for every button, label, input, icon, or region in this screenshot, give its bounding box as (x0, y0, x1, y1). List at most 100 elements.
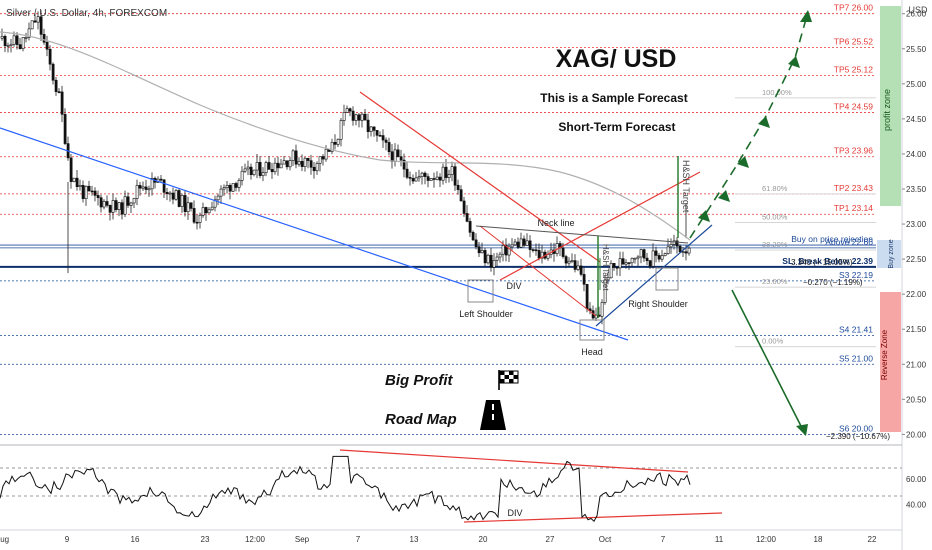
candle-body (603, 279, 607, 303)
candle-body (126, 196, 130, 206)
candle-body (657, 255, 661, 260)
candle-body (405, 168, 409, 178)
candle-body (246, 166, 250, 170)
candle-body (606, 277, 610, 281)
price-tick-label: 23.50 (906, 185, 927, 194)
candle-body (573, 260, 577, 270)
candle-body (9, 43, 13, 46)
profit-zone-label: profit zone (882, 89, 892, 131)
price-divergence-label: DIV (506, 281, 521, 291)
time-tick-label: 18 (814, 535, 823, 544)
candle-body (24, 37, 28, 39)
candle-body (399, 156, 403, 161)
candle-body (276, 162, 280, 169)
projection-arrowhead-top (800, 10, 812, 22)
candle-body (306, 157, 310, 161)
level-label: TP7 26.00 (834, 3, 873, 13)
candle-body (564, 256, 568, 264)
candle-body (132, 198, 136, 204)
candle-body (582, 274, 586, 285)
candle-body (501, 245, 505, 255)
candle-body (624, 262, 628, 265)
candle-body (483, 250, 487, 264)
candle-body (369, 126, 373, 132)
candle-body (198, 214, 202, 223)
rsi-axis: 60.00 40.00 (906, 475, 927, 509)
candle-body (195, 221, 199, 224)
candle-body (585, 283, 589, 310)
buy-zone-band (877, 240, 901, 268)
measure-down-label: −2.390 (−10.67%) (826, 432, 890, 441)
candle-body (393, 149, 397, 162)
candle-body (111, 200, 115, 213)
candle-body (129, 202, 133, 206)
candle-body (54, 79, 58, 92)
drawings-layer (0, 10, 812, 436)
road-map-label: Road Map (385, 411, 457, 428)
candle-body (366, 119, 370, 132)
level-label: TP5 25.12 (834, 64, 873, 74)
candle-body (687, 247, 691, 254)
candle-body (180, 195, 184, 207)
candle-body (189, 202, 193, 209)
candle-body (498, 253, 502, 258)
candle-body (414, 177, 418, 182)
candle-body (291, 150, 295, 161)
candle-body (135, 185, 139, 199)
candle-body (324, 148, 328, 160)
currency-label: USD (908, 5, 928, 15)
candle-body (69, 157, 73, 182)
candle-body (201, 207, 205, 216)
levels-layer: TP7 26.00 TP6 25.52 TP5 25.12 TP4 24.59 TP3 … (0, 3, 876, 435)
hs-target-label: H&SH Target (681, 160, 691, 213)
reverse-zone-label: Reverse Zone (880, 329, 889, 380)
candle-body (183, 195, 187, 213)
price-tick-label: 23.00 (906, 220, 927, 229)
candle-body (525, 240, 529, 246)
fib-label: 61.80% (762, 184, 788, 193)
candle-body (57, 91, 61, 93)
level-label: TP3 23.96 (834, 146, 873, 156)
candle-body (408, 177, 412, 179)
candle-body (456, 184, 460, 190)
candle-body (27, 28, 31, 38)
candle-body (261, 172, 265, 176)
time-tick-label: Oct (599, 535, 612, 544)
candle-body (426, 176, 430, 181)
candle-body (315, 163, 319, 172)
rsi-pane (0, 449, 902, 523)
candle-body (492, 260, 496, 268)
candle-body (144, 186, 148, 190)
time-tick-label: Aug (0, 535, 9, 544)
candle-body (375, 130, 379, 136)
time-tick-label: 12:00 (756, 535, 777, 544)
level-label: S6 20.00 (839, 423, 873, 433)
level-label: TP2 23.43 (834, 183, 873, 193)
candle-body (534, 249, 538, 252)
candle-body (210, 206, 214, 211)
time-tick-label: 20 (479, 535, 488, 544)
candle-body (642, 249, 646, 259)
candle-body (318, 156, 322, 164)
candle-body (228, 185, 232, 192)
candle-body (168, 192, 172, 195)
candle-body (495, 256, 499, 261)
candle-body (345, 108, 349, 113)
candle-body (21, 37, 25, 49)
price-tick-label: 26.00 (906, 10, 927, 19)
candle-body (684, 251, 688, 254)
candle-body (63, 114, 67, 144)
candle-body (294, 150, 298, 165)
rising-support-line (595, 224, 713, 327)
candle-body (96, 195, 100, 198)
candle-body (258, 162, 262, 176)
measure-small-label: −0.270 (−1.19%) (803, 278, 863, 287)
candle-body (282, 160, 286, 165)
candle-body (432, 178, 436, 180)
candle-body (312, 166, 316, 172)
candle-body (561, 247, 565, 257)
candle-body (420, 172, 424, 177)
big-profit-label: Big Profit (385, 372, 453, 389)
rsi-tick-label: 40.00 (906, 501, 927, 510)
candle-body (519, 238, 523, 248)
